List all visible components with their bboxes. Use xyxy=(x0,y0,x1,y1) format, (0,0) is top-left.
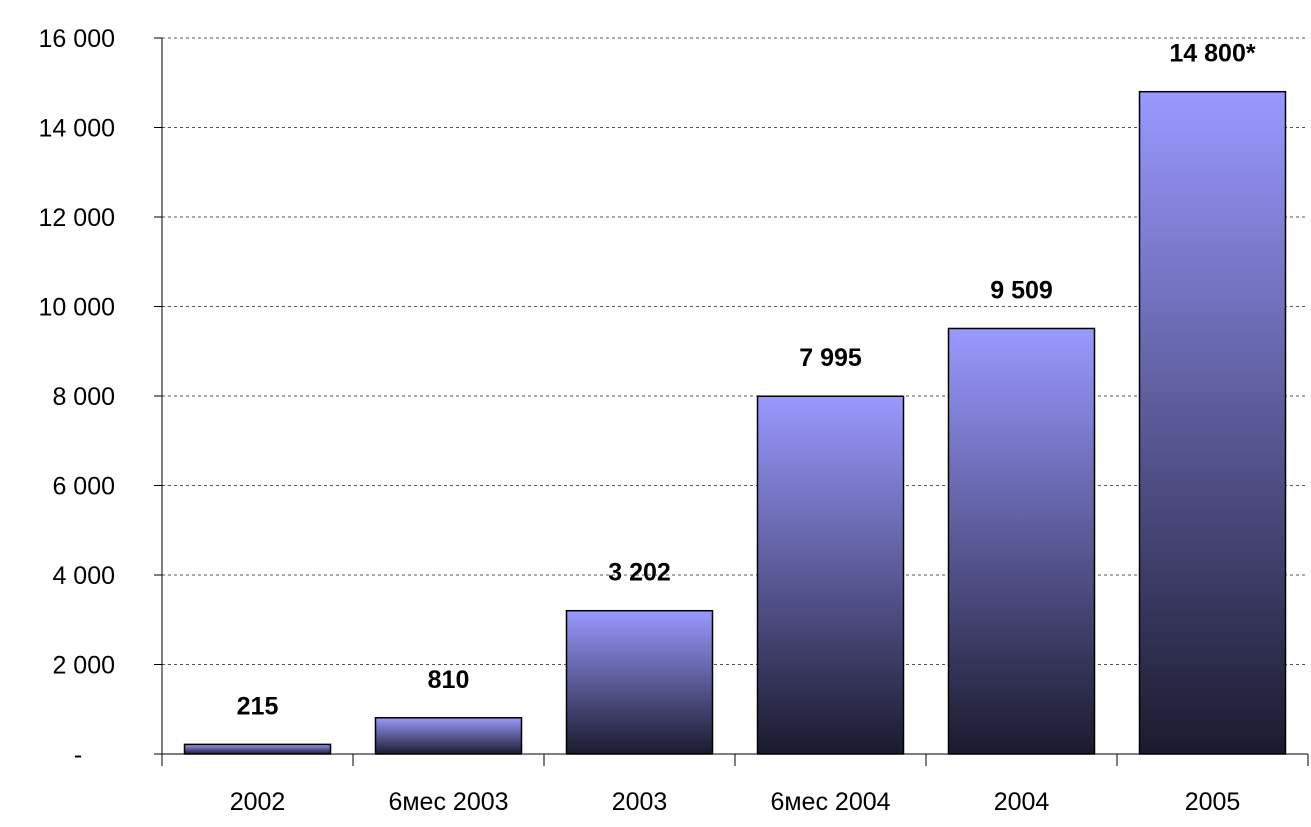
grid-layer xyxy=(162,37,1308,665)
x-category-label: 2005 xyxy=(1185,788,1241,816)
axes-layer xyxy=(154,37,1309,766)
bar xyxy=(1138,90,1287,755)
y-tick-label: 16 000 xyxy=(39,25,115,53)
y-tick-label: 4 000 xyxy=(52,562,115,590)
data-label: 9 509 xyxy=(990,276,1053,304)
data-label: 14 800* xyxy=(1169,40,1255,68)
x-category-label: 6мес 2003 xyxy=(388,788,508,816)
data-label: 3 202 xyxy=(608,559,671,587)
x-category-label: 2002 xyxy=(230,788,286,816)
x-axis-category-labels: 2002 6мес 2003 2003 6мес 2004 2004 2005 xyxy=(230,788,1241,816)
y-tick-label: - xyxy=(74,741,82,769)
y-tick-label: 12 000 xyxy=(39,204,115,232)
bar xyxy=(565,609,714,755)
y-tick-label: 14 000 xyxy=(39,115,115,143)
y-tick-label: 2 000 xyxy=(52,652,115,680)
data-label: 810 xyxy=(428,666,470,694)
bar xyxy=(183,743,332,755)
bar xyxy=(756,395,905,755)
data-labels-layer: 215 810 3 202 7 995 9 509 14 800* xyxy=(237,40,1256,721)
y-tick-label: 8 000 xyxy=(52,383,115,411)
bar xyxy=(947,327,1096,755)
data-label: 7 995 xyxy=(799,344,862,372)
y-tick-label: 6 000 xyxy=(52,473,115,501)
bars-layer xyxy=(183,90,1287,755)
x-category-label: 2004 xyxy=(994,788,1050,816)
bar xyxy=(374,717,523,755)
y-axis-tick-labels: - 2 000 4 000 6 000 8 000 10 000 12 000 14 000 1… xyxy=(39,25,115,769)
y-tick-label: 10 000 xyxy=(39,294,115,322)
x-category-label: 2003 xyxy=(612,788,668,816)
data-label: 215 xyxy=(237,692,279,720)
x-category-label: 6мес 2004 xyxy=(770,788,890,816)
